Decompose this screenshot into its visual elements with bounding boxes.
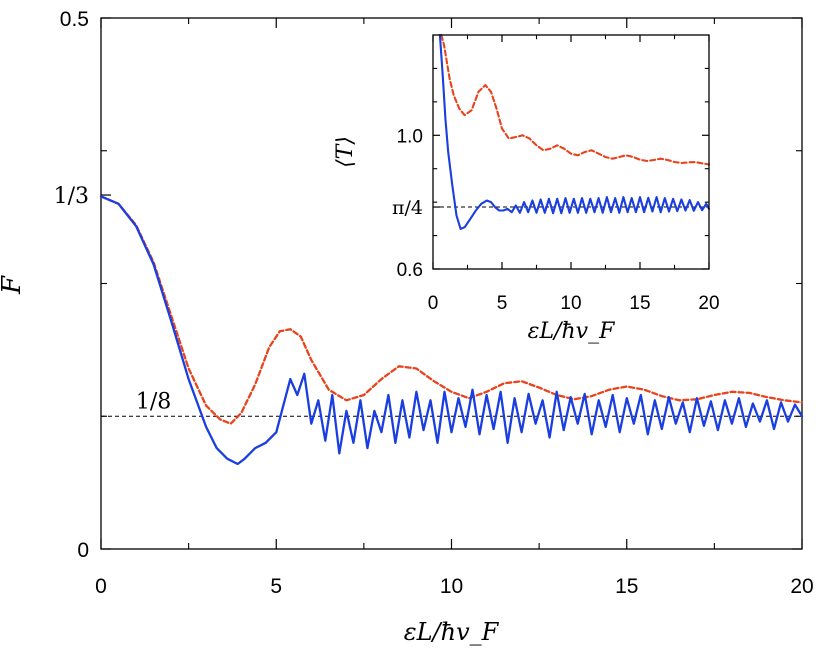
main-x-tick-label: 15	[615, 575, 638, 598]
inset-tick-labels: 0 5 10 15 20 0.6 1.0 π/4	[392, 126, 720, 314]
main-series-solid-line	[99, 195, 804, 466]
inset-x-tick-label: 0	[428, 293, 439, 314]
inset-series-solid-line	[438, 33, 711, 230]
main-y-tick-label: 0	[77, 539, 89, 562]
main-x-tick-label: 0	[95, 575, 107, 598]
inset-background	[433, 35, 709, 269]
inset-y-tick-label: 0.6	[397, 260, 423, 281]
inset-plot: 0 5 10 15 20 0.6 1.0 π/4 εL/ħv_F ⟨T⟩	[333, 33, 720, 344]
inset-y-axis-label: ⟨T⟩	[333, 136, 358, 168]
inset-series	[438, 33, 711, 230]
main-tick-labels: 0 5 10 15 20 0 0.5 1/3 1/8	[54, 8, 814, 598]
inset-x-tick-label: 5	[497, 293, 508, 314]
inset-ticks	[432, 35, 710, 270]
main-series	[99, 195, 804, 466]
main-reference-line-label: 1/8	[136, 389, 171, 414]
main-plot: 0 5 10 15 20 0 0.5 1/3 1/8 εL/ħv_F F	[0, 8, 814, 646]
inset-x-tick-label: 10	[560, 293, 581, 314]
main-x-tick-label: 5	[270, 575, 282, 598]
main-special-y-tick-label: 1/3	[54, 184, 89, 209]
inset-x-axis-label: εL/ħv_F	[528, 319, 615, 344]
main-x-axis-label: εL/ħv_F	[404, 618, 500, 646]
inset-x-tick-label: 20	[698, 293, 719, 314]
inset-x-tick-label: 15	[629, 293, 650, 314]
main-x-tick-label: 20	[790, 575, 813, 598]
main-y-axis-label: F	[0, 275, 27, 295]
inset-y-tick-label: 1.0	[397, 126, 423, 147]
main-x-tick-label: 10	[440, 575, 463, 598]
main-series-dashed-line	[99, 195, 804, 425]
inset-special-y-tick-label: π/4	[392, 197, 423, 219]
main-y-tick-label: 0.5	[60, 8, 89, 31]
inset-series-dashed-line	[440, 33, 711, 166]
